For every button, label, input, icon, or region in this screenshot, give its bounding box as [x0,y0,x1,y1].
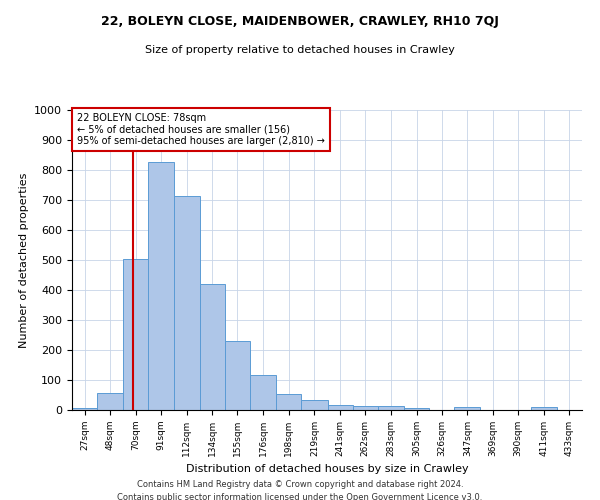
Bar [148,162,173,410]
Bar [378,406,404,410]
Text: Contains HM Land Registry data © Crown copyright and database right 2024.: Contains HM Land Registry data © Crown c… [137,480,463,489]
Y-axis label: Number of detached properties: Number of detached properties [19,172,29,348]
Bar [404,408,429,410]
Bar [454,408,481,410]
Text: Size of property relative to detached houses in Crawley: Size of property relative to detached ho… [145,45,455,55]
Text: Contains public sector information licensed under the Open Government Licence v3: Contains public sector information licen… [118,492,482,500]
Bar [173,196,200,410]
Bar [328,405,353,410]
Bar [353,406,378,410]
Text: 22 BOLEYN CLOSE: 78sqm
← 5% of detached houses are smaller (156)
95% of semi-det: 22 BOLEYN CLOSE: 78sqm ← 5% of detached … [77,113,325,146]
Bar [530,408,557,410]
Bar [301,400,328,410]
Bar [250,375,276,410]
Text: 22, BOLEYN CLOSE, MAIDENBOWER, CRAWLEY, RH10 7QJ: 22, BOLEYN CLOSE, MAIDENBOWER, CRAWLEY, … [101,15,499,28]
Bar [225,340,250,410]
Bar [276,394,301,410]
Bar [72,408,97,410]
X-axis label: Distribution of detached houses by size in Crawley: Distribution of detached houses by size … [185,464,469,474]
Bar [124,259,148,410]
Bar [97,393,124,410]
Bar [200,284,225,410]
